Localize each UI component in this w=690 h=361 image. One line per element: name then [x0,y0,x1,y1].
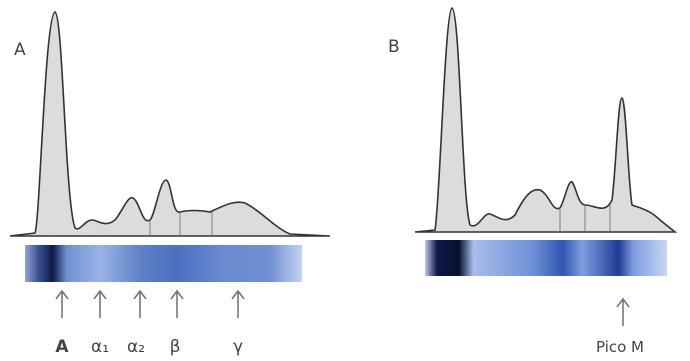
gel-strip [25,245,302,282]
gel-strip [425,240,667,276]
densitometry-curve [415,8,675,232]
panel-label: B [388,37,400,57]
fraction-label: α₁ [91,337,109,357]
densitometry-curve [10,12,330,236]
fraction-label: β [170,337,181,357]
fraction-label: α₂ [127,337,145,357]
panel-label: A [14,40,26,60]
arrows [56,291,244,318]
peak-label: Pico M [596,338,644,356]
arrow [617,299,629,326]
fraction-label: γ [233,337,243,357]
figure: A A α₁ α₂ β γ B Pico M [0,0,690,361]
fraction-label: A [55,337,69,357]
